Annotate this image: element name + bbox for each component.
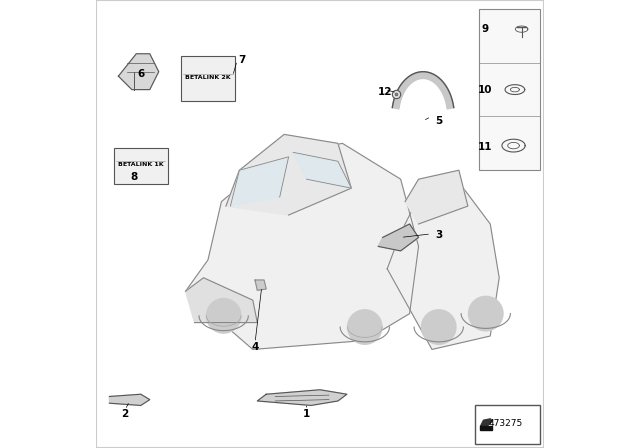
FancyBboxPatch shape bbox=[114, 148, 168, 184]
Bar bbox=[475, 405, 540, 444]
Circle shape bbox=[207, 298, 241, 333]
Text: BETALINK 1K: BETALINK 1K bbox=[118, 162, 164, 168]
Text: 2: 2 bbox=[122, 409, 129, 419]
Text: 8: 8 bbox=[131, 172, 138, 182]
Text: 5: 5 bbox=[435, 116, 442, 126]
Text: 10: 10 bbox=[477, 85, 492, 95]
Polygon shape bbox=[257, 390, 347, 405]
Text: 12: 12 bbox=[378, 87, 392, 97]
Text: 3: 3 bbox=[435, 230, 442, 240]
Polygon shape bbox=[186, 278, 257, 323]
Polygon shape bbox=[226, 134, 351, 215]
Polygon shape bbox=[481, 419, 493, 426]
Bar bbox=[479, 9, 540, 170]
Polygon shape bbox=[378, 224, 419, 251]
Polygon shape bbox=[109, 394, 150, 405]
Circle shape bbox=[348, 310, 382, 344]
Text: 9: 9 bbox=[481, 24, 488, 34]
Text: 11: 11 bbox=[477, 142, 492, 152]
Polygon shape bbox=[392, 72, 454, 109]
Circle shape bbox=[468, 297, 503, 331]
Polygon shape bbox=[481, 426, 493, 430]
Polygon shape bbox=[293, 152, 351, 188]
Polygon shape bbox=[118, 54, 159, 90]
Circle shape bbox=[422, 310, 456, 344]
Polygon shape bbox=[186, 143, 419, 349]
Text: 473275: 473275 bbox=[489, 419, 523, 428]
Polygon shape bbox=[255, 280, 266, 290]
Polygon shape bbox=[387, 188, 499, 349]
Text: 7: 7 bbox=[238, 56, 245, 65]
Text: 4: 4 bbox=[252, 342, 259, 352]
Text: 6: 6 bbox=[137, 69, 145, 79]
Polygon shape bbox=[405, 170, 468, 224]
Text: 1: 1 bbox=[303, 409, 310, 419]
Polygon shape bbox=[230, 157, 289, 206]
Text: BETALINK 2K: BETALINK 2K bbox=[185, 75, 231, 80]
FancyBboxPatch shape bbox=[181, 56, 235, 101]
